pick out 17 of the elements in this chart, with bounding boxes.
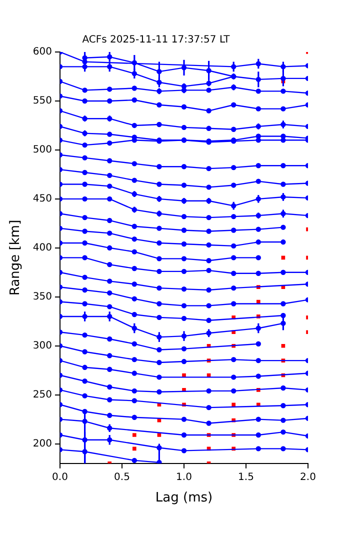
x-tick-label: 2.0 <box>300 472 316 483</box>
y-tick-label: 600 <box>32 46 52 58</box>
x-tick-label: 1.0 <box>176 472 192 483</box>
y-tick-label: 300 <box>32 340 52 352</box>
y-tick-label: 350 <box>32 291 52 302</box>
x-axis-title: Lag (ms) <box>155 490 213 506</box>
y-axis-title: Range [km] <box>8 220 24 296</box>
x-tick-label: 0.5 <box>114 472 130 483</box>
x-tick-label: 1.5 <box>238 472 254 483</box>
x-tick-label: 0.0 <box>52 472 68 483</box>
chart-title: ACFs 2025-11-11 17:37:57 LT <box>82 34 231 46</box>
y-tick-label: 500 <box>32 144 52 156</box>
y-tick-label: 450 <box>32 194 52 205</box>
y-tick-label: 550 <box>32 96 52 107</box>
y-tick-label: 200 <box>32 438 52 450</box>
y-tick-label: 250 <box>32 389 52 400</box>
y-tick-label: 400 <box>32 242 52 254</box>
